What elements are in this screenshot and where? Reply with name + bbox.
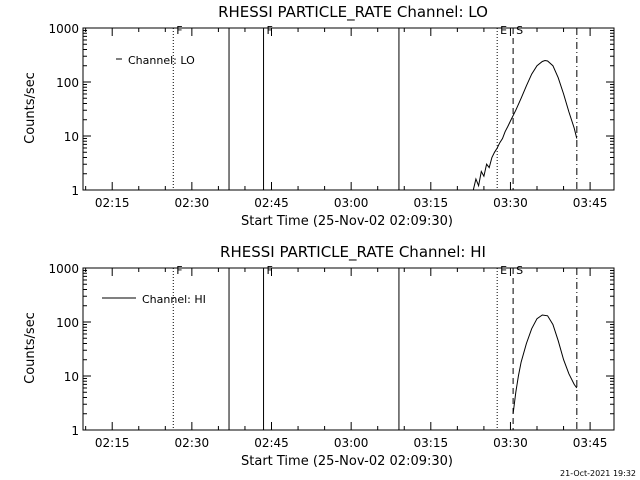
x-tick-label: 03:30 bbox=[493, 196, 528, 210]
event-label: F bbox=[267, 264, 273, 277]
x-tick-label: 03:15 bbox=[414, 436, 449, 450]
x-tick-label: 03:45 bbox=[573, 436, 608, 450]
event-label: F bbox=[267, 24, 273, 37]
y-tick-label: 1 bbox=[71, 424, 79, 438]
event-label: F bbox=[176, 264, 182, 277]
series-line bbox=[512, 314, 578, 414]
x-tick-label: 03:00 bbox=[334, 196, 369, 210]
x-tick-label: 02:45 bbox=[254, 196, 289, 210]
x-tick-label: 03:00 bbox=[334, 436, 369, 450]
series-line bbox=[472, 59, 578, 191]
event-label: F bbox=[176, 24, 182, 37]
x-tick-label: 03:30 bbox=[493, 436, 528, 450]
y-tick-label: 10 bbox=[64, 130, 79, 144]
chart-title: RHESSI PARTICLE_RATE Channel: LO bbox=[218, 3, 488, 22]
y-axis-label: Counts/sec bbox=[23, 312, 38, 384]
footer-timestamp: 21-Oct-2021 19:32 bbox=[560, 469, 636, 478]
y-axis-label: Counts/sec bbox=[23, 72, 38, 144]
event-label: S bbox=[516, 264, 523, 277]
x-tick-label: 03:15 bbox=[414, 196, 449, 210]
plot-frame bbox=[82, 267, 615, 431]
event-label: S bbox=[516, 24, 523, 37]
x-tick-label: 02:15 bbox=[95, 436, 130, 450]
y-tick-label: 100 bbox=[56, 76, 79, 90]
event-label: E bbox=[500, 264, 507, 277]
chart-title: RHESSI PARTICLE_RATE Channel: HI bbox=[220, 243, 486, 262]
legend-label: Channel: LO bbox=[128, 54, 195, 67]
x-tick-label: 02:30 bbox=[175, 436, 210, 450]
x-axis-label: Start Time (25-Nov-02 02:09:30) bbox=[241, 214, 453, 229]
x-axis-label: Start Time (25-Nov-02 02:09:30) bbox=[241, 454, 453, 469]
event-label: E bbox=[500, 24, 507, 37]
x-tick-label: 03:45 bbox=[573, 196, 608, 210]
panel-lo: RHESSI PARTICLE_RATE Channel: LO Start T… bbox=[23, 3, 615, 229]
legend-label: Channel: HI bbox=[142, 293, 206, 306]
x-tick-label: 02:30 bbox=[175, 196, 210, 210]
plot-frame bbox=[82, 27, 615, 191]
x-tick-label: 02:45 bbox=[254, 436, 289, 450]
y-tick-label: 100 bbox=[56, 316, 79, 330]
y-tick-label: 1 bbox=[71, 184, 79, 198]
y-tick-label: 1000 bbox=[48, 262, 79, 276]
x-tick-label: 02:15 bbox=[95, 196, 130, 210]
panel-hi: RHESSI PARTICLE_RATE Channel: HI Start T… bbox=[23, 243, 615, 469]
y-tick-label: 1000 bbox=[48, 22, 79, 36]
y-tick-label: 10 bbox=[64, 370, 79, 384]
